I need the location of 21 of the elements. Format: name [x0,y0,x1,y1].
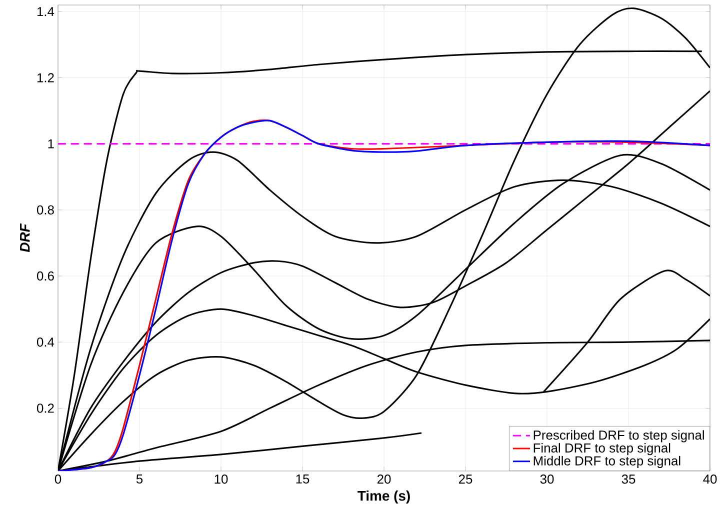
y-tick-label: 0.2 [36,404,54,413]
legend-label: Prescribed DRF to step signal [534,430,704,442]
y-tick-label: 0.8 [36,205,54,214]
y-axis-title: DRF [20,223,30,252]
legend-label: Middle DRF to step signal [534,456,680,468]
x-tick-label: 10 [214,474,228,484]
y-tick-label: 1.4 [37,7,54,16]
legend-label: Final DRF to step signal [534,443,670,456]
y-tick-label: 1.2 [37,73,54,82]
y-tick-label: 1 [48,139,54,148]
x-tick-label: 35 [622,474,636,484]
x-tick-label: 0 [54,474,62,484]
x-axis-title: Time (s) [358,490,410,504]
y-tick-label: 0.4 [36,338,54,347]
x-tick-label: 40 [703,474,717,484]
x-tick-label: 5 [136,474,143,484]
x-tick-label: 15 [296,474,310,484]
x-tick-label: 20 [377,474,391,484]
x-tick-label: 30 [540,474,554,484]
x-tick-label: 25 [458,474,472,484]
y-tick-label: 0.6 [36,271,54,281]
